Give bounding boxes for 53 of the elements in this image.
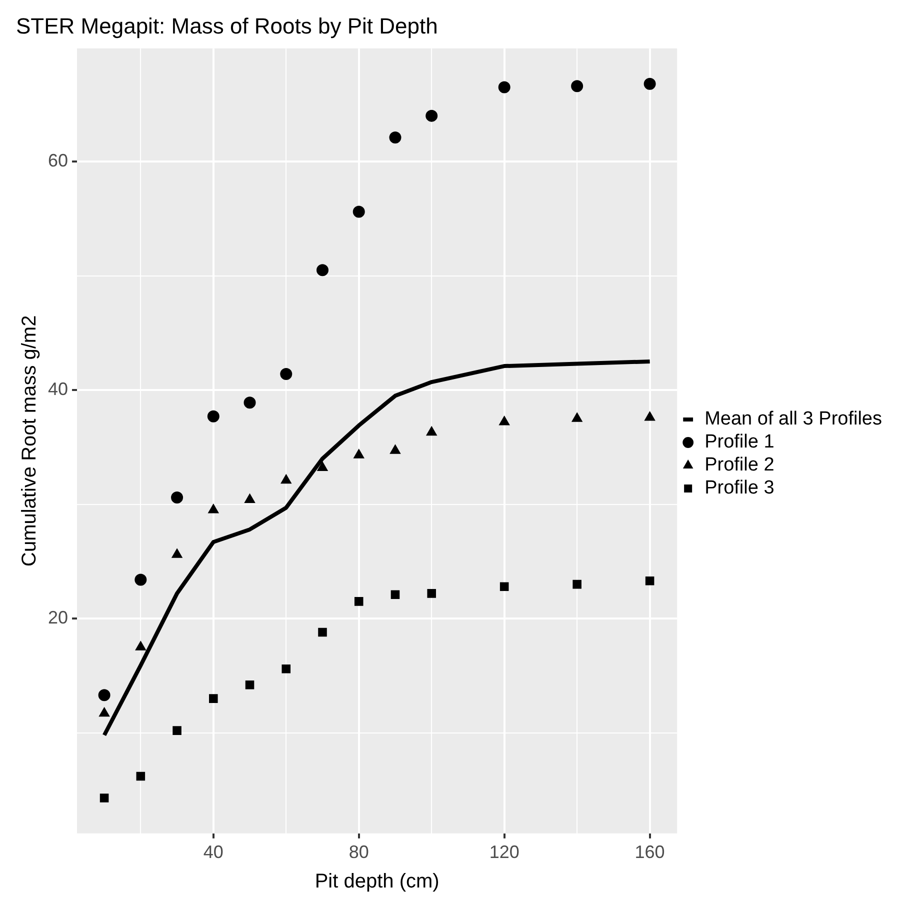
- x-tick-label: 40: [203, 842, 224, 862]
- point: [571, 80, 584, 92]
- point: [572, 580, 582, 589]
- point: [426, 110, 438, 122]
- point: [644, 411, 656, 421]
- y-axis-title: Cumulative Root mass g/m2: [18, 315, 41, 566]
- chart-title: STER Megapit: Mass of Roots by Pit Depth: [16, 13, 438, 38]
- point: [207, 410, 220, 422]
- point: [500, 582, 509, 591]
- point: [354, 597, 364, 606]
- point: [209, 694, 218, 703]
- point: [644, 78, 656, 90]
- point: [499, 416, 510, 426]
- point: [354, 449, 364, 458]
- point: [136, 772, 146, 781]
- point: [645, 576, 654, 586]
- y-tick-label: 60: [48, 150, 68, 170]
- point: [316, 264, 328, 276]
- point: [172, 726, 182, 735]
- legend-label: Profile 2: [704, 454, 774, 476]
- point: [280, 368, 292, 380]
- point: [280, 474, 292, 484]
- point: [498, 81, 510, 94]
- y-tick-label: 20: [48, 608, 68, 628]
- point: [134, 574, 147, 586]
- legend-label: Profile 3: [704, 478, 774, 499]
- x-tick-label: 120: [489, 842, 520, 862]
- legend-label: Mean of all 3 Profiles: [704, 408, 882, 430]
- point: [100, 794, 109, 802]
- point: [317, 462, 328, 472]
- x-axis-title: Pit depth (cm): [314, 870, 440, 893]
- point: [244, 396, 256, 409]
- point: [572, 412, 582, 422]
- point: [99, 707, 110, 717]
- point: [98, 689, 110, 702]
- legend-label: Profile 1: [704, 432, 774, 453]
- point: [282, 664, 291, 674]
- point: [390, 590, 400, 599]
- point: [245, 680, 254, 690]
- point: [427, 589, 436, 598]
- point: [390, 444, 400, 454]
- point: [172, 548, 182, 558]
- point: [208, 504, 219, 514]
- point: [244, 494, 256, 503]
- point: [318, 628, 327, 637]
- point: [171, 491, 184, 504]
- point: [389, 132, 402, 144]
- point: [426, 426, 437, 436]
- point: [352, 206, 365, 218]
- point: [135, 641, 146, 650]
- x-tick-label: 80: [348, 842, 369, 862]
- y-tick-label: 40: [48, 379, 68, 400]
- x-tick-label: 160: [634, 842, 665, 862]
